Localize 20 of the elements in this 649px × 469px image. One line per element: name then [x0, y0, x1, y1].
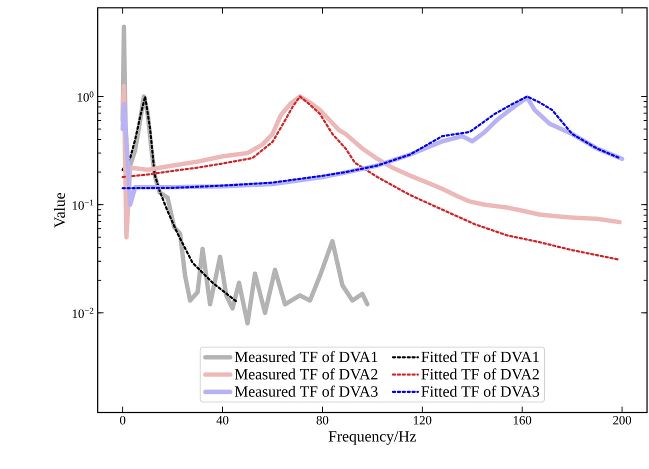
- legend-label: Measured TF of DVA3: [234, 386, 378, 397]
- legend-label: Fitted TF of DVA1: [421, 350, 539, 362]
- x-axis-title: Frequency/Hz: [328, 431, 416, 445]
- line-series: [122, 95, 239, 304]
- legend-label: Measured TF of DVA2: [234, 368, 378, 380]
- x-tick-label: 160: [514, 416, 532, 424]
- x-tick-label: 200: [613, 416, 632, 424]
- x-tick-label: 80: [316, 416, 328, 424]
- y-tick-label: 10$^{−1}$: [72, 199, 94, 210]
- x-tick-label: 120: [414, 416, 432, 424]
- legend-label: Fitted TF of DVA2: [421, 368, 539, 380]
- x-tick-label: 0: [120, 416, 126, 424]
- line-series: [122, 95, 621, 190]
- y-tick-label: 10$^{−2}$: [72, 308, 94, 318]
- line-series: [122, 95, 621, 261]
- y-tick-label: 10$^{0}$: [78, 91, 94, 102]
- legend-label: Measured TF of DVA1: [234, 350, 378, 362]
- x-tick-label: 40: [216, 416, 228, 424]
- y-axis-title: Value: [54, 192, 65, 228]
- legend-label: Fitted TF of DVA3: [421, 386, 540, 397]
